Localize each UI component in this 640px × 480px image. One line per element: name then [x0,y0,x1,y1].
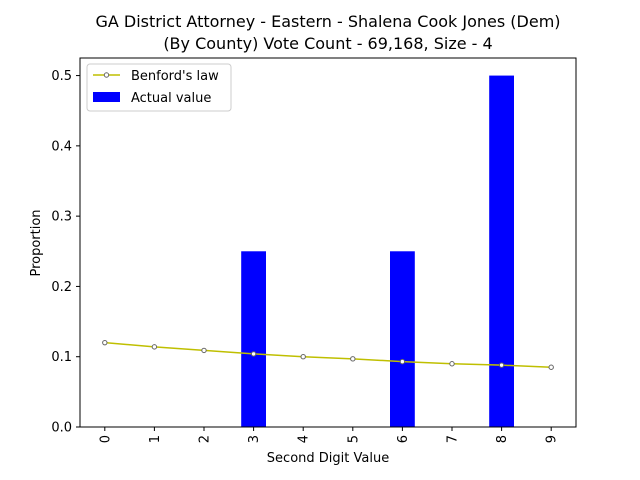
axes-frame [79,57,577,428]
legend: Benford's law Actual value [86,63,232,112]
x-tick-label: 1 [148,435,163,443]
x-tick-label: 5 [346,435,361,443]
legend-label-actual: Actual value [131,91,211,106]
legend-bar-swatch [93,92,120,102]
x-tick-label: 3 [247,435,262,443]
x-tick-label: 4 [297,435,312,443]
x-tick-label: 8 [495,435,510,443]
bar-3 [241,251,266,427]
x-tick-label: 2 [198,435,213,443]
chart-title-line2: (By County) Vote Count - 69,168, Size - … [163,34,492,53]
bar-8 [489,75,514,428]
x-tick-label: 6 [396,435,411,443]
y-tick-label: 0.5 [51,69,72,84]
benford-point-8 [498,362,505,368]
y-tick-label: 0.2 [51,280,72,295]
y-tick-label: 0.4 [51,139,72,154]
y-tick-label: 0.1 [51,350,72,365]
benford-point-1 [151,344,158,350]
x-axis-label: Second Digit Value [267,451,389,466]
benford-point-5 [350,356,356,362]
x-tick-label: 0 [98,435,113,443]
x-tick-label: 9 [545,435,560,443]
benford-point-4 [300,354,306,360]
y-tick-label: 0.0 [51,421,72,436]
benford-point-9 [548,364,554,370]
benford-point-7 [449,361,455,367]
plot-area: 0.0 0.1 0.2 0.3 0.4 0.5 0 1 2 3 4 5 6 7 8 9 [51,57,577,443]
benford-point-0 [102,339,108,346]
benford-line [104,341,552,369]
chart-title-line1: GA District Attorney - Eastern - Shalena… [95,12,560,31]
x-tick-label: 7 [446,435,461,443]
legend-label-benford: Benford's law [131,69,219,84]
legend-box [86,63,232,112]
benford-point-3 [250,351,257,357]
bar-6 [390,251,415,427]
benford-point-2 [201,347,207,354]
y-axis-label: Proportion [29,209,44,276]
benford-point-6 [399,358,406,365]
legend-marker-swatch [103,72,110,78]
y-tick-label: 0.3 [51,210,72,225]
